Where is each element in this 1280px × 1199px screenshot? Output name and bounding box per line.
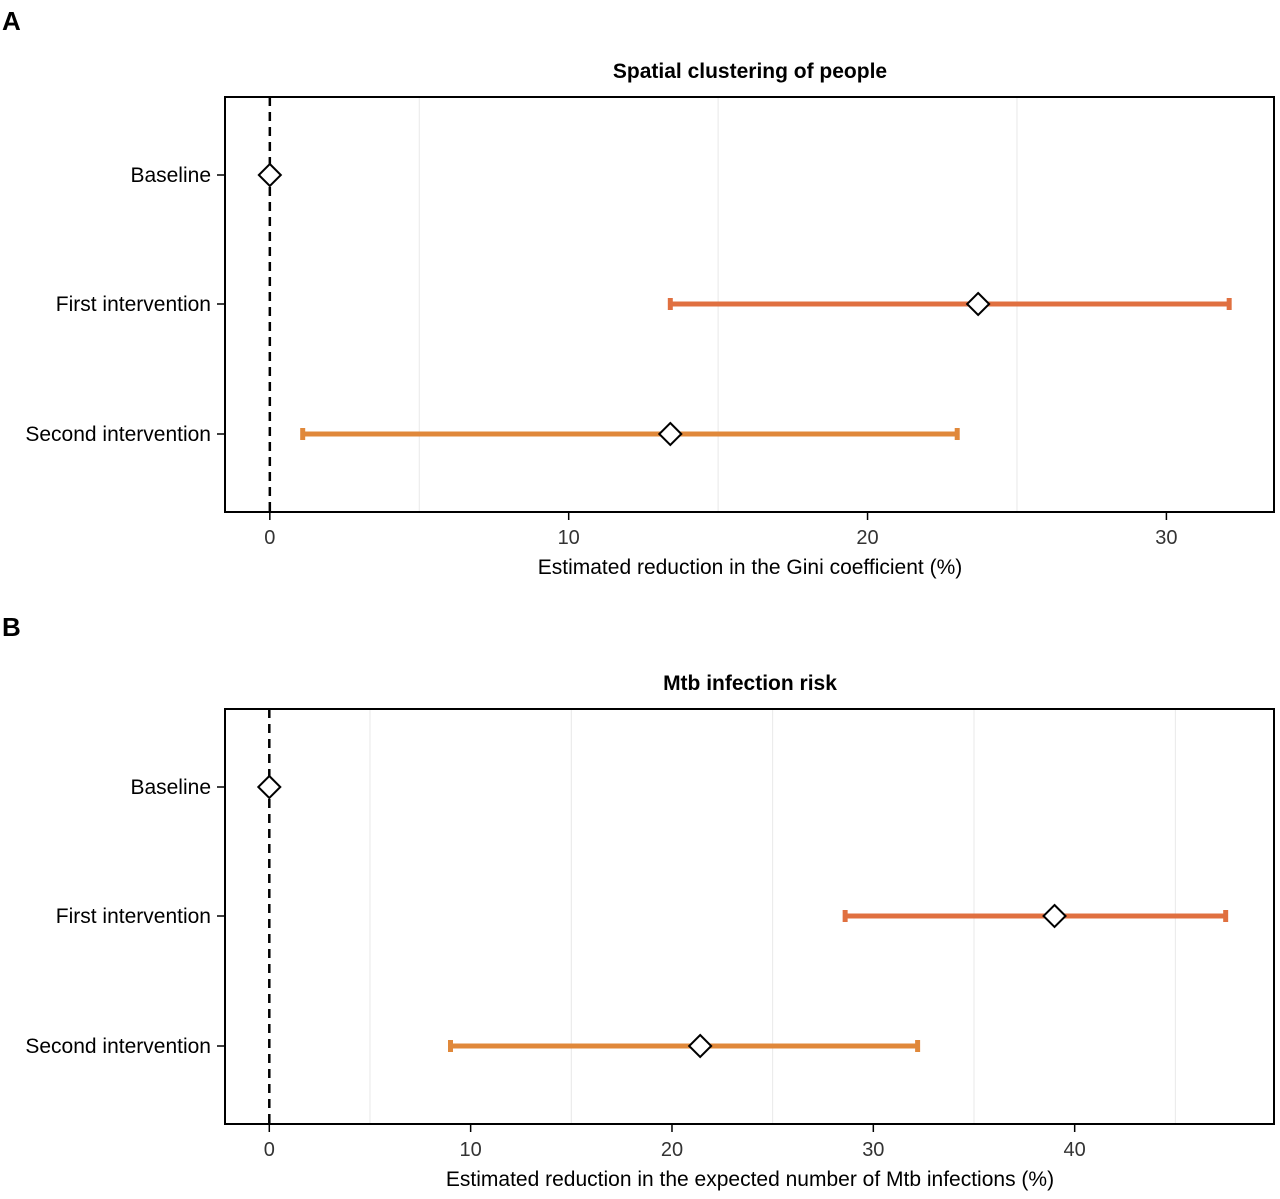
x-tick-label: 30 xyxy=(1155,527,1177,549)
y-axis-categories: Baseline First intervention Second interve… xyxy=(25,164,225,446)
point-estimate-marker xyxy=(257,162,283,188)
category-label: Second intervention xyxy=(25,1035,211,1058)
error-bar xyxy=(448,1040,921,1052)
category-label: First intervention xyxy=(56,905,211,928)
x-tick-label: 0 xyxy=(264,527,275,549)
data-marks xyxy=(257,162,1232,447)
point-estimate-marker xyxy=(256,774,282,800)
chart-title: Mtb infection risk xyxy=(663,672,837,695)
error-bar xyxy=(300,428,960,440)
chart-title: Spatial clustering of people xyxy=(613,60,887,83)
x-tick-label: 0 xyxy=(264,1139,275,1161)
point-estimate-marker xyxy=(657,421,683,447)
error-bar xyxy=(667,298,1232,310)
y-axis-categories: Baseline First intervention Second interve… xyxy=(25,776,225,1058)
point-estimate-marker xyxy=(1042,903,1067,929)
x-axis-label: Estimated reduction in the Gini coeffici… xyxy=(538,556,962,579)
x-axis-label: Estimated reduction in the expected numb… xyxy=(446,1168,1054,1191)
category-label: Second intervention xyxy=(25,423,211,446)
x-tick-label: 10 xyxy=(460,1139,482,1161)
x-tick-label: 10 xyxy=(558,527,580,549)
point-estimate-marker xyxy=(965,291,991,317)
x-tick-label: 20 xyxy=(661,1139,683,1161)
error-bar xyxy=(842,910,1229,922)
x-tick-label: 40 xyxy=(1064,1139,1086,1161)
x-axis-ticks: 0 10 20 30 40 xyxy=(264,1124,1086,1161)
category-label: Baseline xyxy=(130,164,211,187)
point-estimate-marker xyxy=(687,1033,713,1059)
x-tick-label: 30 xyxy=(862,1139,884,1161)
panel-a: A Spatial clustering of people 0 10 20 30 B… xyxy=(2,6,1275,579)
panel-letter: B xyxy=(2,612,21,642)
panel-letter: A xyxy=(2,6,21,36)
data-marks xyxy=(256,774,1229,1059)
panel-b: B Mtb infection risk 0 10 20 30 40 Baseline F… xyxy=(2,612,1275,1191)
category-label: First intervention xyxy=(56,293,211,316)
category-label: Baseline xyxy=(130,776,211,799)
x-tick-label: 20 xyxy=(856,527,878,549)
x-axis-ticks: 0 10 20 30 xyxy=(264,512,1178,549)
